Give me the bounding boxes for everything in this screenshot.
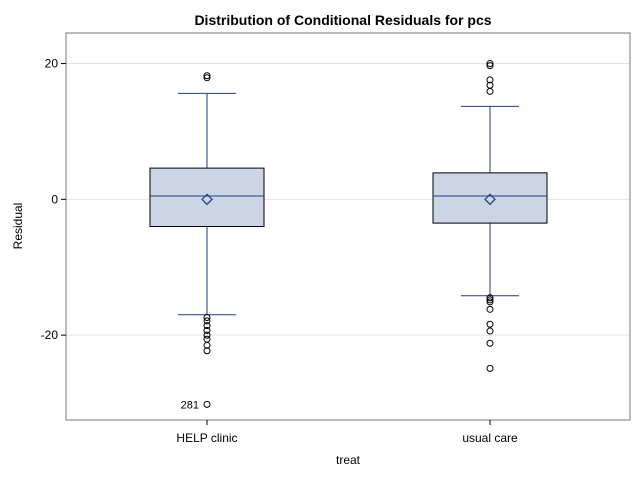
outlier-point-0: [486, 60, 494, 68]
x-tick-label-0: HELP clinic: [176, 431, 237, 445]
boxes-layer: 281: [149, 60, 548, 411]
y-axis-label: Residual: [11, 203, 25, 250]
outlier-point-5: [486, 294, 494, 302]
mean-marker: [484, 193, 496, 206]
outlier-point-7: [203, 335, 211, 343]
y-axis: -20 0 20: [41, 57, 66, 342]
outlier-point-7: [486, 298, 494, 306]
y-tick-label-1: 0: [51, 192, 58, 206]
outlier-point-4: [486, 87, 494, 95]
box-group-1: [432, 60, 548, 372]
outlier-point-3: [203, 317, 211, 325]
outlier-label-0: 281: [181, 399, 199, 411]
outlier-point-9: [486, 320, 494, 328]
outlier-point-1: [203, 74, 211, 82]
x-tick-label-1: usual care: [462, 431, 518, 445]
plot-frame: [65, 32, 631, 421]
outlier-point-11: [486, 339, 494, 347]
x-axis-label: treat: [336, 453, 361, 467]
outlier-point-8: [203, 341, 211, 349]
outlier-point-9: [203, 347, 211, 355]
mean-marker: [201, 193, 213, 206]
outlier-point-2: [203, 313, 211, 321]
y-tick-label-0: -20: [41, 328, 59, 342]
outlier-point-6: [203, 331, 211, 339]
box-group-0: 281: [149, 72, 265, 411]
box-iqr: [149, 167, 265, 227]
outlier-point-4: [203, 322, 211, 330]
chart-title: Distribution of Conditional Residuals fo…: [194, 12, 491, 28]
outlier-point-5: [203, 326, 211, 334]
outlier-point-10: [486, 327, 494, 335]
outlier-point-10: [203, 400, 211, 408]
y-tick-label-2: 20: [45, 57, 59, 71]
box-iqr: [432, 172, 548, 224]
x-axis: HELP clinic usual care: [176, 420, 518, 445]
outlier-point-12: [486, 364, 494, 372]
outlier-point-0: [203, 72, 211, 80]
outlier-point-6: [486, 296, 494, 304]
outlier-point-8: [486, 305, 494, 313]
outlier-point-1: [486, 62, 494, 70]
outlier-point-2: [486, 76, 494, 84]
